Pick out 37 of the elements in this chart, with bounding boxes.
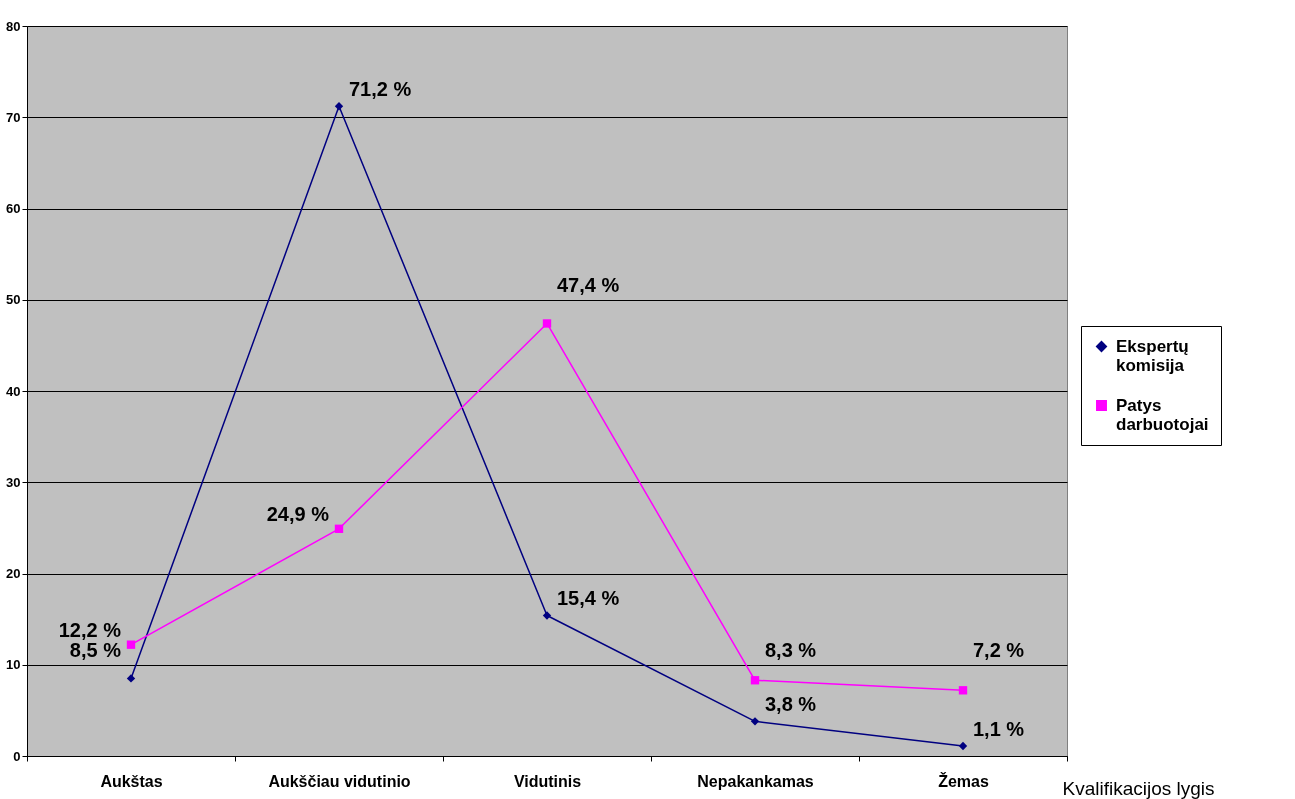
x-tick-label: Žemas [938,771,989,790]
y-tick-label: 0 [13,748,21,764]
y-tick-label: 60 [6,201,21,216]
x-tick-label: Aukščiau vidutinio [268,772,411,790]
data-label: 8,3 % [765,639,817,662]
y-tick-label: 70 [6,109,21,125]
data-label: 8,5 % [69,639,122,662]
y-tick-label: 30 [6,474,21,490]
data-label: 71,2 % [349,78,412,101]
point [958,686,968,695]
x-tick-label: Vidutinis [513,772,582,790]
data-label: 47,4 % [557,274,620,297]
y-tick-label: 80 [6,18,21,34]
point [126,640,136,649]
data-label: 15,4 % [557,587,620,610]
data-label: 1,1 % [973,717,1025,740]
point [542,611,552,620]
legend-label: Ekspertų komisija [1116,336,1189,375]
point [958,741,968,751]
data-label: 3,8 % [765,693,817,716]
data-label: 12,2 % [58,618,122,641]
x-tick-label: Nepakankamas [697,772,814,790]
x-axis-title: Kvalifikacijos lygis [1062,777,1215,799]
point [750,717,760,726]
y-tick-label: 50 [6,292,21,308]
y-tick-label: 10 [6,657,21,673]
x-tick-label: Aukštas [100,772,163,790]
point [334,102,344,111]
y-tick-label: 20 [6,566,21,581]
data-label: 7,2 % [973,639,1025,662]
y-tick-label: 40 [6,383,21,399]
point [750,676,760,685]
point [334,524,344,533]
point [542,319,552,328]
data-label: 24,9 % [266,502,330,525]
legend-label: Patys darbuotojai [1116,395,1209,434]
point [126,674,136,683]
